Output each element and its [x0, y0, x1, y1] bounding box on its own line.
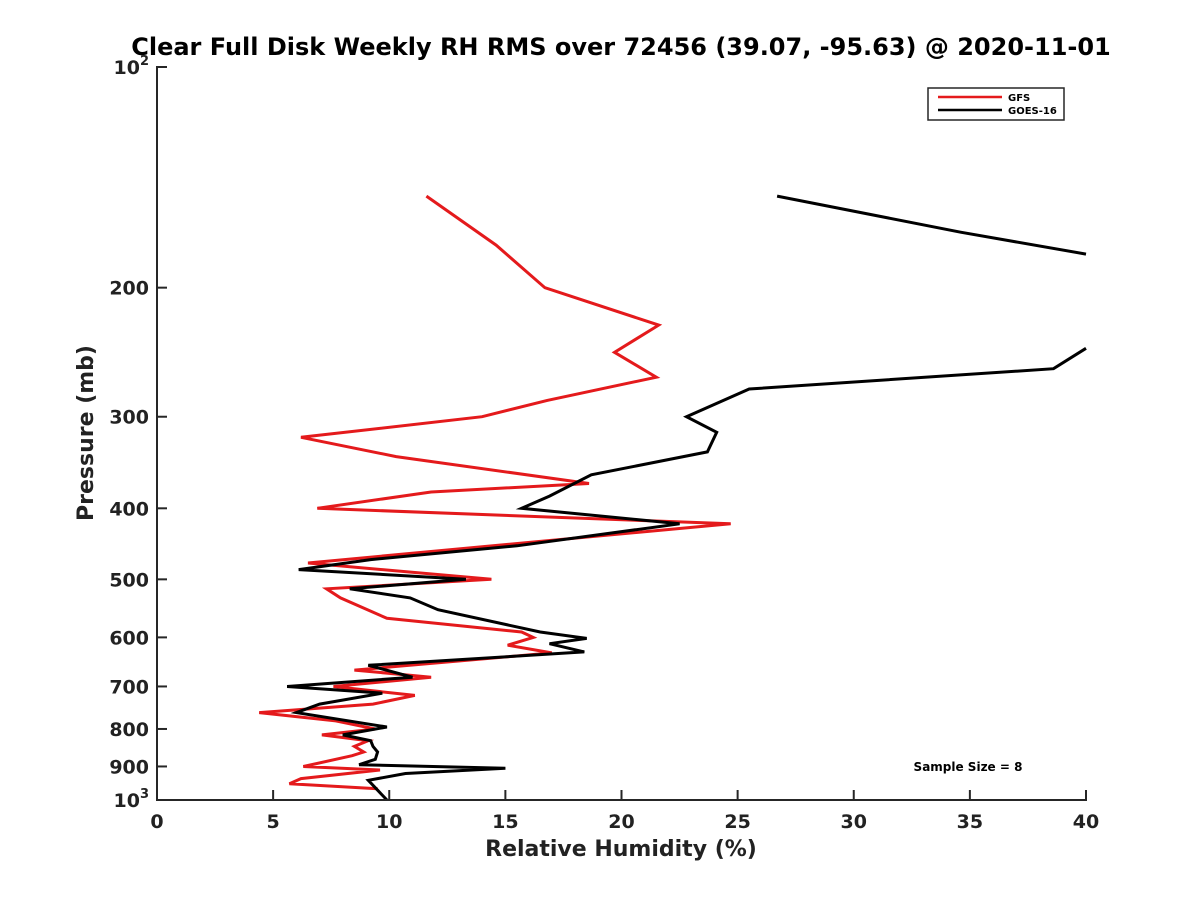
y-tick-label: 700	[109, 676, 149, 698]
x-tick-label: 0	[150, 811, 163, 833]
x-tick-label: 40	[1073, 811, 1099, 833]
x-tick-label: 5	[267, 811, 280, 833]
x-tick-label: 15	[492, 811, 518, 833]
chart-title: Clear Full Disk Weekly RH RMS over 72456…	[131, 33, 1111, 61]
y-tick-exponent: 3	[140, 787, 149, 802]
series-line-gfs	[259, 194, 731, 791]
x-tick-label: 20	[608, 811, 634, 833]
y-tick-label: 200	[109, 278, 149, 300]
y-axis-label: Pressure (mb)	[74, 345, 99, 521]
series-layer	[259, 194, 1087, 802]
legend-label-goes16: GOES-16	[1008, 106, 1057, 117]
sample-size-annotation: Sample Size = 8	[914, 760, 1023, 774]
y-tick-label: 102	[114, 54, 150, 79]
y-tick-label: 103	[114, 787, 150, 812]
y-tick-label: 800	[109, 719, 149, 741]
y-tick-label: 500	[109, 569, 149, 591]
x-axis-label: Relative Humidity (%)	[485, 837, 757, 862]
series-line-goes-16	[286, 194, 1087, 802]
y-tick-label: 300	[109, 407, 149, 429]
x-axis-ticks: 0 5 10 15 20 25 30 35 40	[150, 790, 1099, 833]
y-tick-exponent: 2	[140, 54, 149, 69]
x-tick-label: 30	[841, 811, 867, 833]
x-tick-label: 10	[376, 811, 402, 833]
y-tick-base: 10	[114, 790, 140, 812]
y-tick-base: 10	[114, 57, 140, 79]
x-tick-label: 25	[724, 811, 750, 833]
y-tick-label: 900	[109, 756, 149, 778]
legend: GFS GOES-16	[927, 87, 1065, 121]
x-tick-label: 35	[957, 811, 983, 833]
legend-box	[927, 87, 1065, 121]
y-tick-label: 400	[109, 498, 149, 520]
legend-label-gfs: GFS	[1008, 93, 1030, 104]
y-tick-label: 600	[109, 627, 149, 649]
